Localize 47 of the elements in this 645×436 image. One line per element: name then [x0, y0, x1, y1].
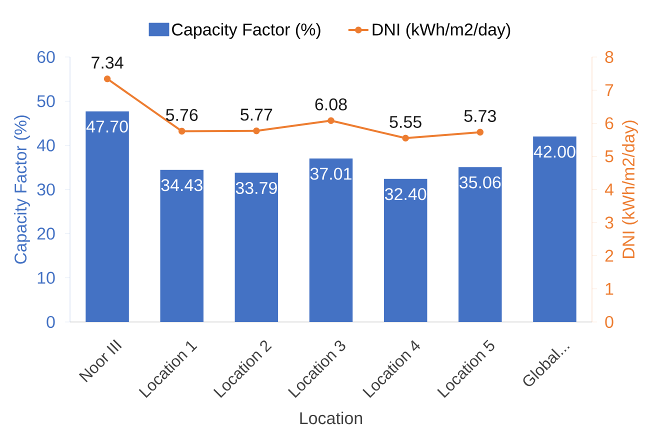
y-tick-label: 40	[36, 139, 55, 152]
y2-tick-label: 0	[605, 316, 614, 328]
point	[402, 134, 409, 142]
x-axis-title: Location	[300, 412, 362, 424]
y-tick-label: 60	[37, 50, 55, 64]
bar	[309, 158, 353, 322]
y2-tick-label: 4	[604, 184, 614, 196]
bar	[384, 178, 428, 322]
point	[328, 117, 334, 124]
y2-tick-label: 5	[605, 150, 614, 162]
bar	[160, 170, 204, 322]
bar	[533, 136, 576, 322]
y-axis-title: Capacity Factor (%)	[14, 115, 30, 264]
y2-tick-label: 6	[605, 117, 614, 130]
data-label: 7.34	[92, 56, 124, 69]
y2-tick-label: 3	[605, 216, 614, 229]
y2-axis-title: DNI (kWh/m2/day)	[622, 120, 638, 258]
y2-tick-label: 7	[605, 84, 614, 96]
y-tick-label: 20	[37, 228, 55, 240]
bar	[458, 167, 502, 322]
bar	[86, 111, 129, 322]
data-label: 33.79	[236, 182, 277, 194]
y2-tick-label: 8	[605, 50, 614, 64]
data-label: 6.08	[315, 98, 347, 110]
data-label: 34.43	[161, 179, 202, 192]
data-label: 47.70	[86, 120, 128, 133]
legend-label: Capacity Factor (%)	[172, 23, 320, 39]
y-tick-label: 10	[38, 272, 55, 284]
y2-tick-label: 2	[605, 250, 614, 262]
y-tick-label: 0	[46, 316, 55, 328]
point	[253, 127, 260, 134]
y2-tick-label: 1	[606, 283, 614, 295]
y-tick-label: 30	[37, 183, 55, 196]
point	[104, 75, 111, 82]
point	[476, 128, 484, 136]
data-label: 42.00	[534, 146, 576, 158]
point	[178, 128, 186, 135]
data-label: 5.73	[464, 110, 496, 122]
y-tick-label: 50	[37, 95, 55, 108]
data-label: 35.06	[460, 176, 501, 188]
bar	[234, 172, 278, 322]
data-label: 5.55	[390, 116, 422, 128]
legend-label: DNI (kWh/m2/day)	[372, 23, 510, 39]
data-label: 5.77	[240, 108, 272, 121]
data-label: 5.76	[166, 108, 198, 122]
data-label: 32.40	[384, 188, 426, 200]
data-label: 37.01	[310, 168, 352, 180]
